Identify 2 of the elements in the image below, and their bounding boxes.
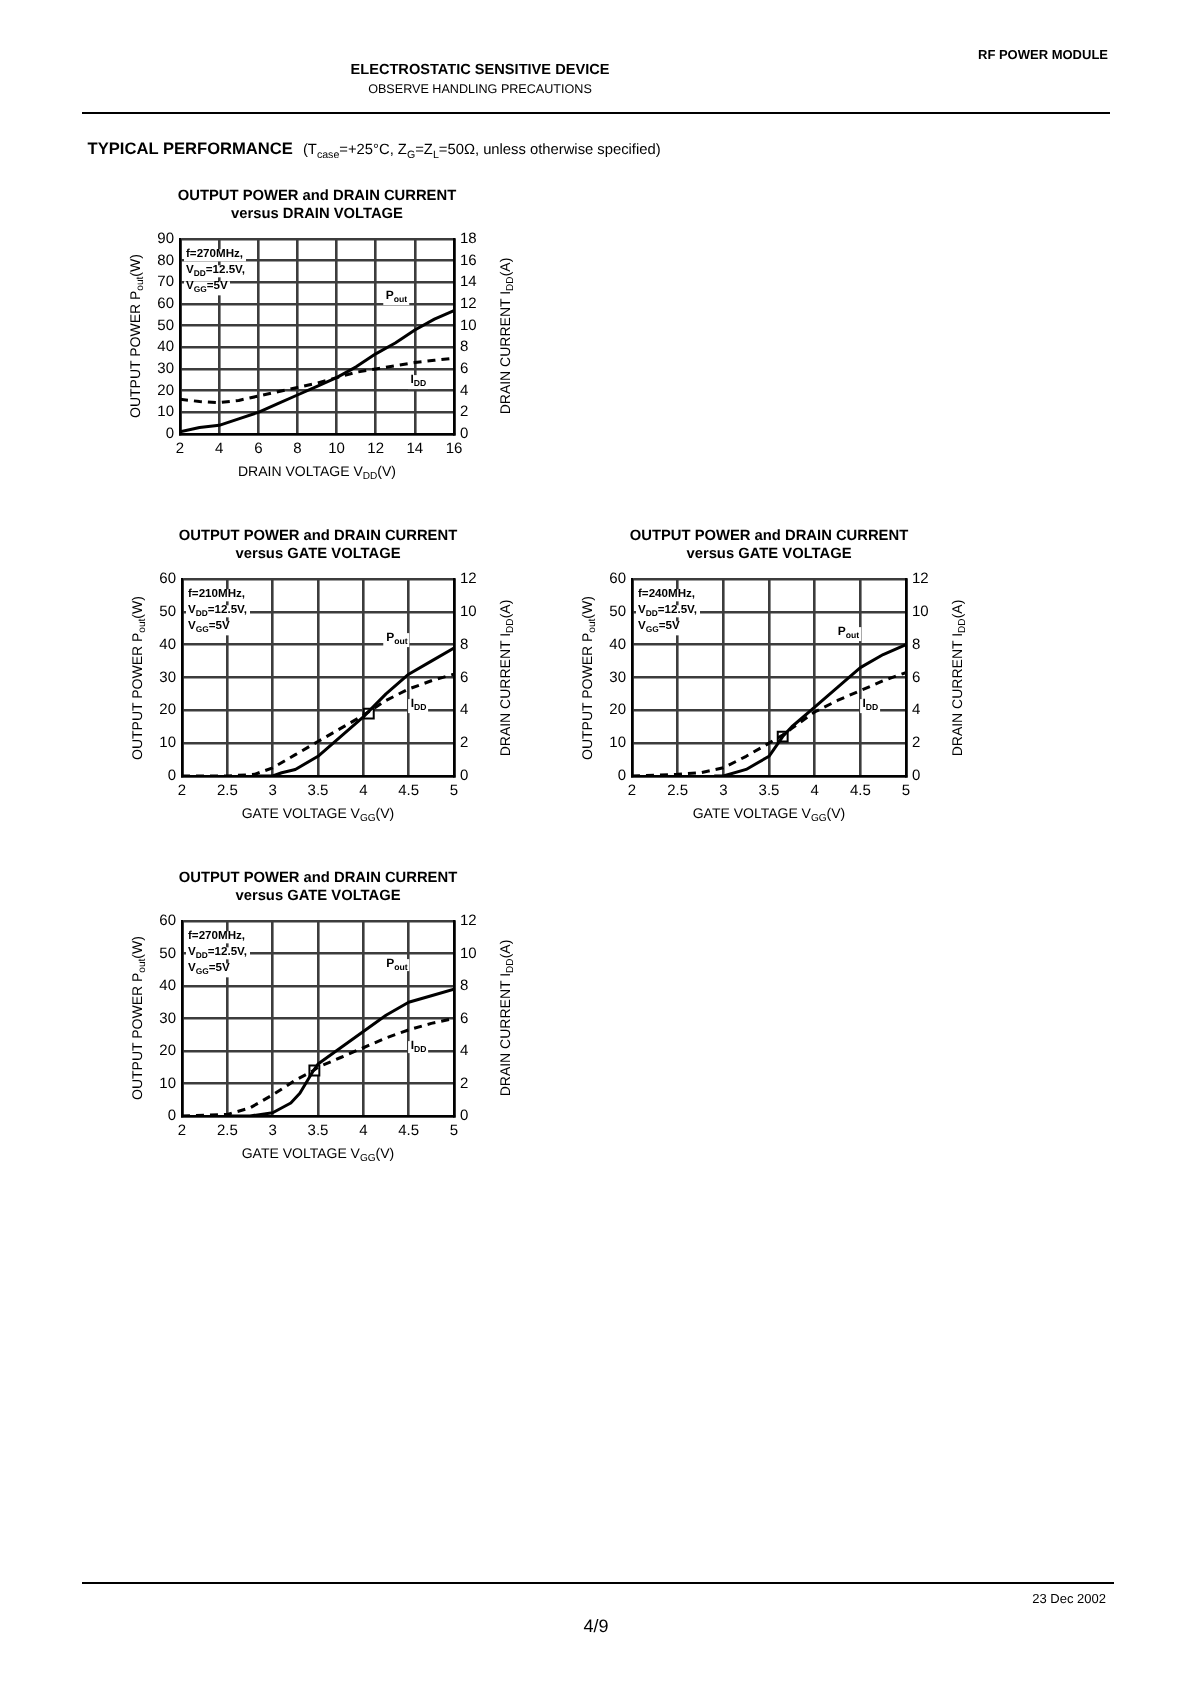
text: TYPICAL PERFORMANCE [87,137,293,158]
text: 4/9 [583,1614,609,1636]
